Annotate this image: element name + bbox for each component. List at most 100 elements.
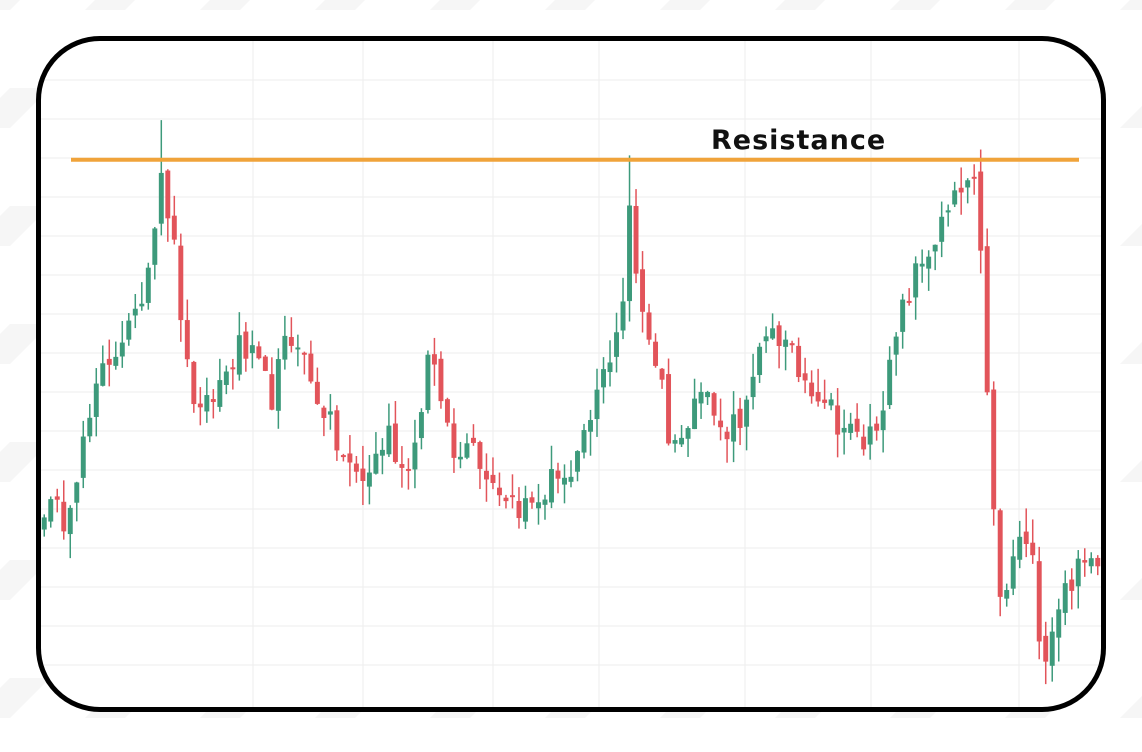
candle-body bbox=[425, 354, 431, 410]
candle bbox=[666, 358, 672, 446]
candle-body bbox=[412, 442, 418, 470]
candle bbox=[197, 387, 203, 426]
candle-body bbox=[386, 425, 392, 455]
candle-body bbox=[893, 336, 899, 355]
candle-body bbox=[1062, 583, 1068, 613]
candle bbox=[945, 204, 951, 227]
candle-body bbox=[1082, 560, 1088, 563]
candle bbox=[984, 228, 990, 396]
candle bbox=[74, 481, 80, 522]
candle bbox=[763, 326, 769, 353]
candle bbox=[783, 330, 789, 371]
candle bbox=[353, 455, 359, 483]
candle bbox=[744, 395, 750, 451]
candle bbox=[971, 164, 977, 195]
candle bbox=[483, 453, 489, 502]
candle bbox=[87, 403, 93, 443]
candle-body bbox=[776, 325, 782, 346]
candle bbox=[100, 345, 106, 387]
candle bbox=[366, 455, 372, 505]
candle bbox=[93, 368, 99, 437]
candle-body bbox=[516, 501, 522, 519]
candle-body bbox=[757, 346, 763, 376]
candle bbox=[854, 403, 860, 438]
candle-body bbox=[249, 345, 255, 354]
candle bbox=[41, 514, 47, 537]
candle-body bbox=[288, 337, 294, 346]
background-stripe bbox=[660, 0, 710, 10]
candle-body bbox=[562, 477, 567, 485]
candle-body bbox=[607, 362, 613, 373]
candle-body bbox=[633, 205, 639, 274]
candle-body bbox=[828, 399, 834, 406]
candle-body bbox=[542, 499, 548, 505]
candle bbox=[139, 282, 145, 311]
candle-body bbox=[314, 381, 320, 404]
candle bbox=[1069, 568, 1075, 610]
candle bbox=[1082, 548, 1088, 577]
candle-body bbox=[405, 468, 411, 471]
candle-body bbox=[1056, 609, 1062, 638]
candle bbox=[978, 149, 984, 274]
candle bbox=[555, 462, 561, 494]
candle bbox=[438, 351, 444, 409]
candle-body bbox=[171, 215, 177, 240]
candle bbox=[412, 419, 418, 489]
candle bbox=[841, 409, 847, 455]
candle-body bbox=[744, 399, 750, 427]
candle-body bbox=[659, 368, 665, 380]
candle bbox=[204, 377, 210, 423]
candle-body bbox=[139, 303, 145, 307]
candle-body bbox=[399, 464, 405, 468]
candle-body bbox=[152, 228, 158, 265]
background-stripe bbox=[315, 0, 365, 10]
background-stripe bbox=[1120, 224, 1142, 246]
candle bbox=[48, 496, 54, 528]
candle-body bbox=[191, 361, 197, 405]
candle-body bbox=[1049, 631, 1055, 666]
candle bbox=[906, 288, 912, 306]
candle-body bbox=[984, 246, 990, 393]
candle-body bbox=[1069, 579, 1075, 591]
candle-body bbox=[750, 376, 756, 398]
candle-body bbox=[991, 389, 997, 510]
candle bbox=[653, 333, 659, 368]
candle bbox=[614, 312, 619, 373]
candle bbox=[113, 341, 119, 370]
candle bbox=[249, 330, 255, 369]
candle-body bbox=[353, 463, 359, 472]
candle-body bbox=[334, 410, 340, 451]
candle bbox=[698, 382, 704, 419]
candle bbox=[737, 397, 743, 446]
candle-body bbox=[308, 353, 314, 382]
candle-body bbox=[900, 299, 906, 332]
candle bbox=[724, 426, 730, 463]
candles bbox=[41, 120, 1101, 685]
resistance-label: Resistance bbox=[711, 125, 886, 156]
candle-body bbox=[464, 443, 470, 458]
candle bbox=[301, 351, 307, 375]
candle-body bbox=[236, 335, 242, 375]
candle-body bbox=[672, 440, 678, 444]
candle-body bbox=[295, 347, 301, 350]
candle-body bbox=[705, 391, 711, 398]
candle-body bbox=[939, 216, 945, 242]
candle bbox=[867, 403, 873, 460]
candle bbox=[54, 488, 60, 513]
candle bbox=[1023, 508, 1029, 558]
candle bbox=[809, 370, 815, 404]
candle-body bbox=[210, 399, 216, 402]
candle-body bbox=[340, 455, 346, 458]
candle bbox=[900, 293, 906, 349]
candle-body bbox=[763, 336, 769, 342]
candle bbox=[731, 391, 737, 463]
candle-body bbox=[627, 205, 632, 302]
candle-body bbox=[217, 380, 223, 407]
candle-body bbox=[321, 407, 327, 419]
candle bbox=[802, 357, 808, 394]
candle bbox=[184, 299, 190, 368]
candle bbox=[542, 494, 548, 520]
candle-body bbox=[815, 391, 821, 402]
candle-body bbox=[483, 470, 489, 480]
candle bbox=[1095, 555, 1101, 576]
